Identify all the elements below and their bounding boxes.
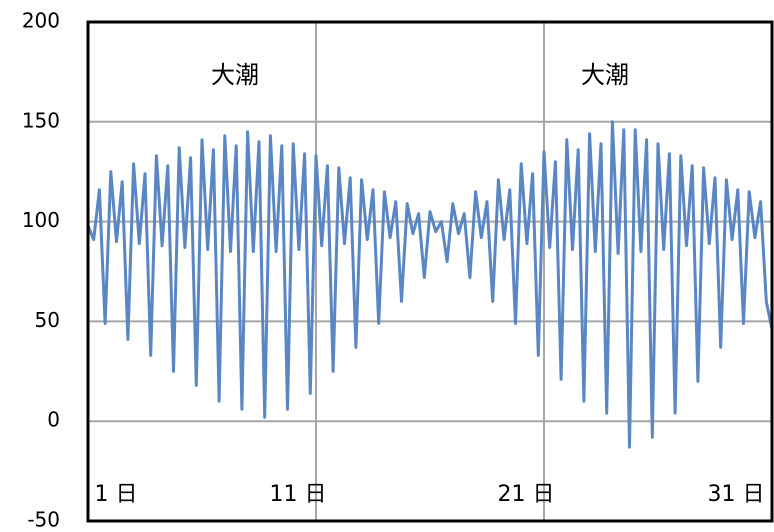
y-tick-label: 50 <box>35 308 60 332</box>
annotation: 大潮 <box>581 61 629 89</box>
y-tick-label: 200 <box>22 9 60 33</box>
x-tick-label: 1 日 <box>95 482 138 507</box>
y-tick-label: 0 <box>47 408 60 432</box>
y-tick-label: -50 <box>27 508 60 532</box>
annotation: 大潮 <box>211 61 259 89</box>
x-tick-label: 31 日 <box>708 482 765 507</box>
x-tick-label: 11 日 <box>270 482 327 507</box>
plot-frame <box>86 20 774 523</box>
x-tick-label: 21 日 <box>498 482 555 507</box>
y-tick-label: 150 <box>22 108 60 132</box>
tide-line <box>86 120 774 449</box>
plot-area <box>88 22 772 521</box>
y-tick-label: 100 <box>22 208 60 232</box>
